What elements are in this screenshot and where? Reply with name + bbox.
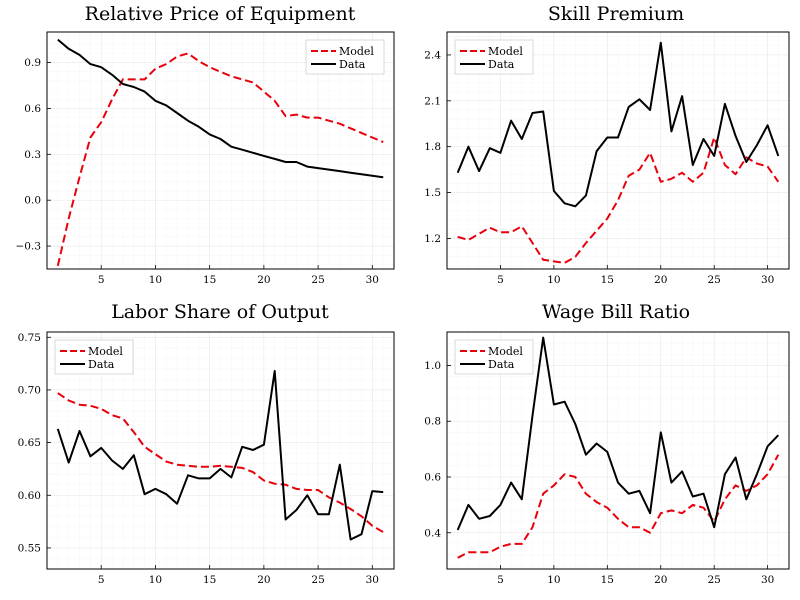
- chart-title: Wage Bill Ratio: [542, 301, 690, 323]
- chart-panel-3: 5 10 15 20 25 30 0.55 0.60 0.65 0.70 0.75 Labor Sha…: [18, 301, 395, 586]
- plot-frame: [46, 31, 395, 270]
- legend-label-data: Data: [488, 358, 515, 371]
- series-line-model: [57, 392, 384, 533]
- y-tick-label: 1.0: [424, 360, 441, 372]
- y-tick-label: 0.60: [18, 490, 41, 502]
- grid: [46, 32, 395, 269]
- x-tick-label: 25: [311, 274, 324, 286]
- series-line-model: [56, 52, 384, 267]
- x-tick-label: 20: [654, 574, 667, 586]
- y-tick-label: 2.1: [424, 95, 441, 107]
- x-tick-label: 15: [601, 574, 614, 586]
- legend-box: [54, 339, 134, 375]
- y-tick-label: 0.9: [24, 57, 41, 69]
- chart-title: Skill Premium: [548, 3, 684, 25]
- legend-label-model: Model: [339, 45, 374, 58]
- y-tick-label: 0.8: [424, 416, 441, 428]
- series-line-model: [457, 454, 780, 559]
- x-tick-label: 10: [149, 574, 162, 586]
- y-tick-label: 0.65: [18, 437, 41, 449]
- series-line-data: [456, 41, 780, 208]
- chart-panel-2: 5 10 15 20 25 30 1.2 1.5 1.8 2.1 2.4 Skill Premium M…: [424, 3, 790, 286]
- x-tick-label: 15: [203, 574, 216, 586]
- legend-box: [305, 39, 385, 75]
- x-tick-label: 10: [149, 274, 162, 286]
- series-line-data: [56, 370, 384, 541]
- y-tick-label: 0.6: [24, 103, 41, 115]
- chart-title: Labor Share of Output: [111, 301, 329, 323]
- chart-title: Relative Price of Equipment: [85, 3, 356, 25]
- grid: [446, 32, 790, 269]
- legend-label-data: Data: [339, 58, 366, 71]
- x-tick-label: 25: [311, 574, 324, 586]
- legend-label-model: Model: [488, 345, 523, 358]
- y-tick-label: 0.3: [24, 149, 41, 161]
- y-tick-label: 2.4: [424, 49, 441, 61]
- x-tick-label: 25: [708, 274, 721, 286]
- y-tick-label: 0.4: [424, 527, 441, 539]
- x-tick-label: 5: [497, 574, 504, 586]
- x-tick-label: 30: [761, 274, 774, 286]
- y-tick-label: 0.0: [24, 195, 41, 207]
- x-tick-label: 20: [257, 274, 270, 286]
- legend-label-model: Model: [488, 45, 523, 58]
- legend-label-data: Data: [88, 358, 115, 371]
- series-line-data: [456, 336, 780, 531]
- legend-label-model: Model: [88, 345, 123, 358]
- y-tick-label: 1.8: [424, 141, 441, 153]
- x-tick-label: 15: [203, 274, 216, 286]
- y-tick-label: 0.75: [18, 332, 41, 344]
- legend-box: [454, 39, 534, 75]
- plot-frame: [446, 331, 790, 570]
- x-tick-label: 20: [654, 274, 667, 286]
- x-tick-label: 10: [547, 574, 560, 586]
- x-tick-label: 15: [601, 274, 614, 286]
- x-tick-label: 25: [708, 574, 721, 586]
- y-tick-label: 0.70: [18, 384, 41, 396]
- x-tick-label: 30: [366, 274, 379, 286]
- series-line-data: [57, 38, 384, 179]
- y-tick-label: 0.6: [424, 471, 441, 483]
- x-tick-label: 30: [761, 574, 774, 586]
- legend-box: [454, 339, 534, 375]
- y-tick-label: 0.55: [18, 542, 41, 554]
- y-tick-label: 1.5: [424, 187, 441, 199]
- y-tick-label: 1.2: [424, 233, 441, 245]
- x-tick-label: 5: [98, 274, 105, 286]
- plot-frame: [46, 331, 395, 570]
- y-tick-label: −0.3: [16, 241, 42, 253]
- chart-panel-4: 5 10 15 20 25 30 0.4 0.6 0.8 1.0 Wage Bill Ratio Mo…: [424, 301, 790, 586]
- chart-panel-1: 5 10 15 20 25 30 −0.3 0.0 0.3 0.6 0.9 Relative Pric…: [16, 3, 395, 286]
- x-tick-label: 30: [366, 574, 379, 586]
- x-tick-label: 20: [257, 574, 270, 586]
- x-tick-label: 5: [497, 274, 504, 286]
- legend-label-data: Data: [488, 58, 515, 71]
- plot-frame: [446, 31, 790, 270]
- x-tick-label: 10: [547, 274, 560, 286]
- x-tick-label: 5: [98, 574, 105, 586]
- series-line-model: [457, 136, 780, 264]
